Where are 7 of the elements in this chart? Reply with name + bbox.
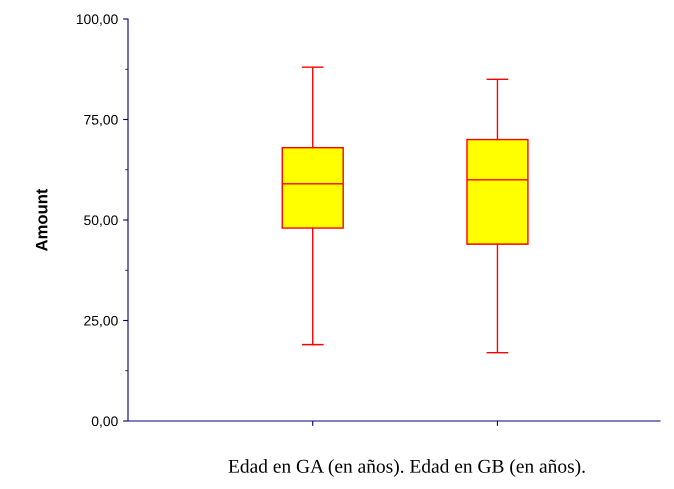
y-tick-label: 0,00 xyxy=(92,416,118,428)
y-tick-label: 100,00 xyxy=(76,14,118,26)
y-tick-label: 25,00 xyxy=(84,316,118,328)
y-tick-label: 75,00 xyxy=(84,114,118,126)
y-axis-title: Amount xyxy=(36,188,48,252)
y-tick-label: 50,00 xyxy=(84,215,118,227)
text: Edad en GA (en años). Edad en GB (en años). xyxy=(228,459,585,477)
